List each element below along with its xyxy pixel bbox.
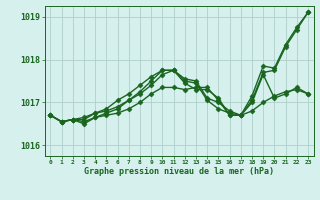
X-axis label: Graphe pression niveau de la mer (hPa): Graphe pression niveau de la mer (hPa) <box>84 167 274 176</box>
